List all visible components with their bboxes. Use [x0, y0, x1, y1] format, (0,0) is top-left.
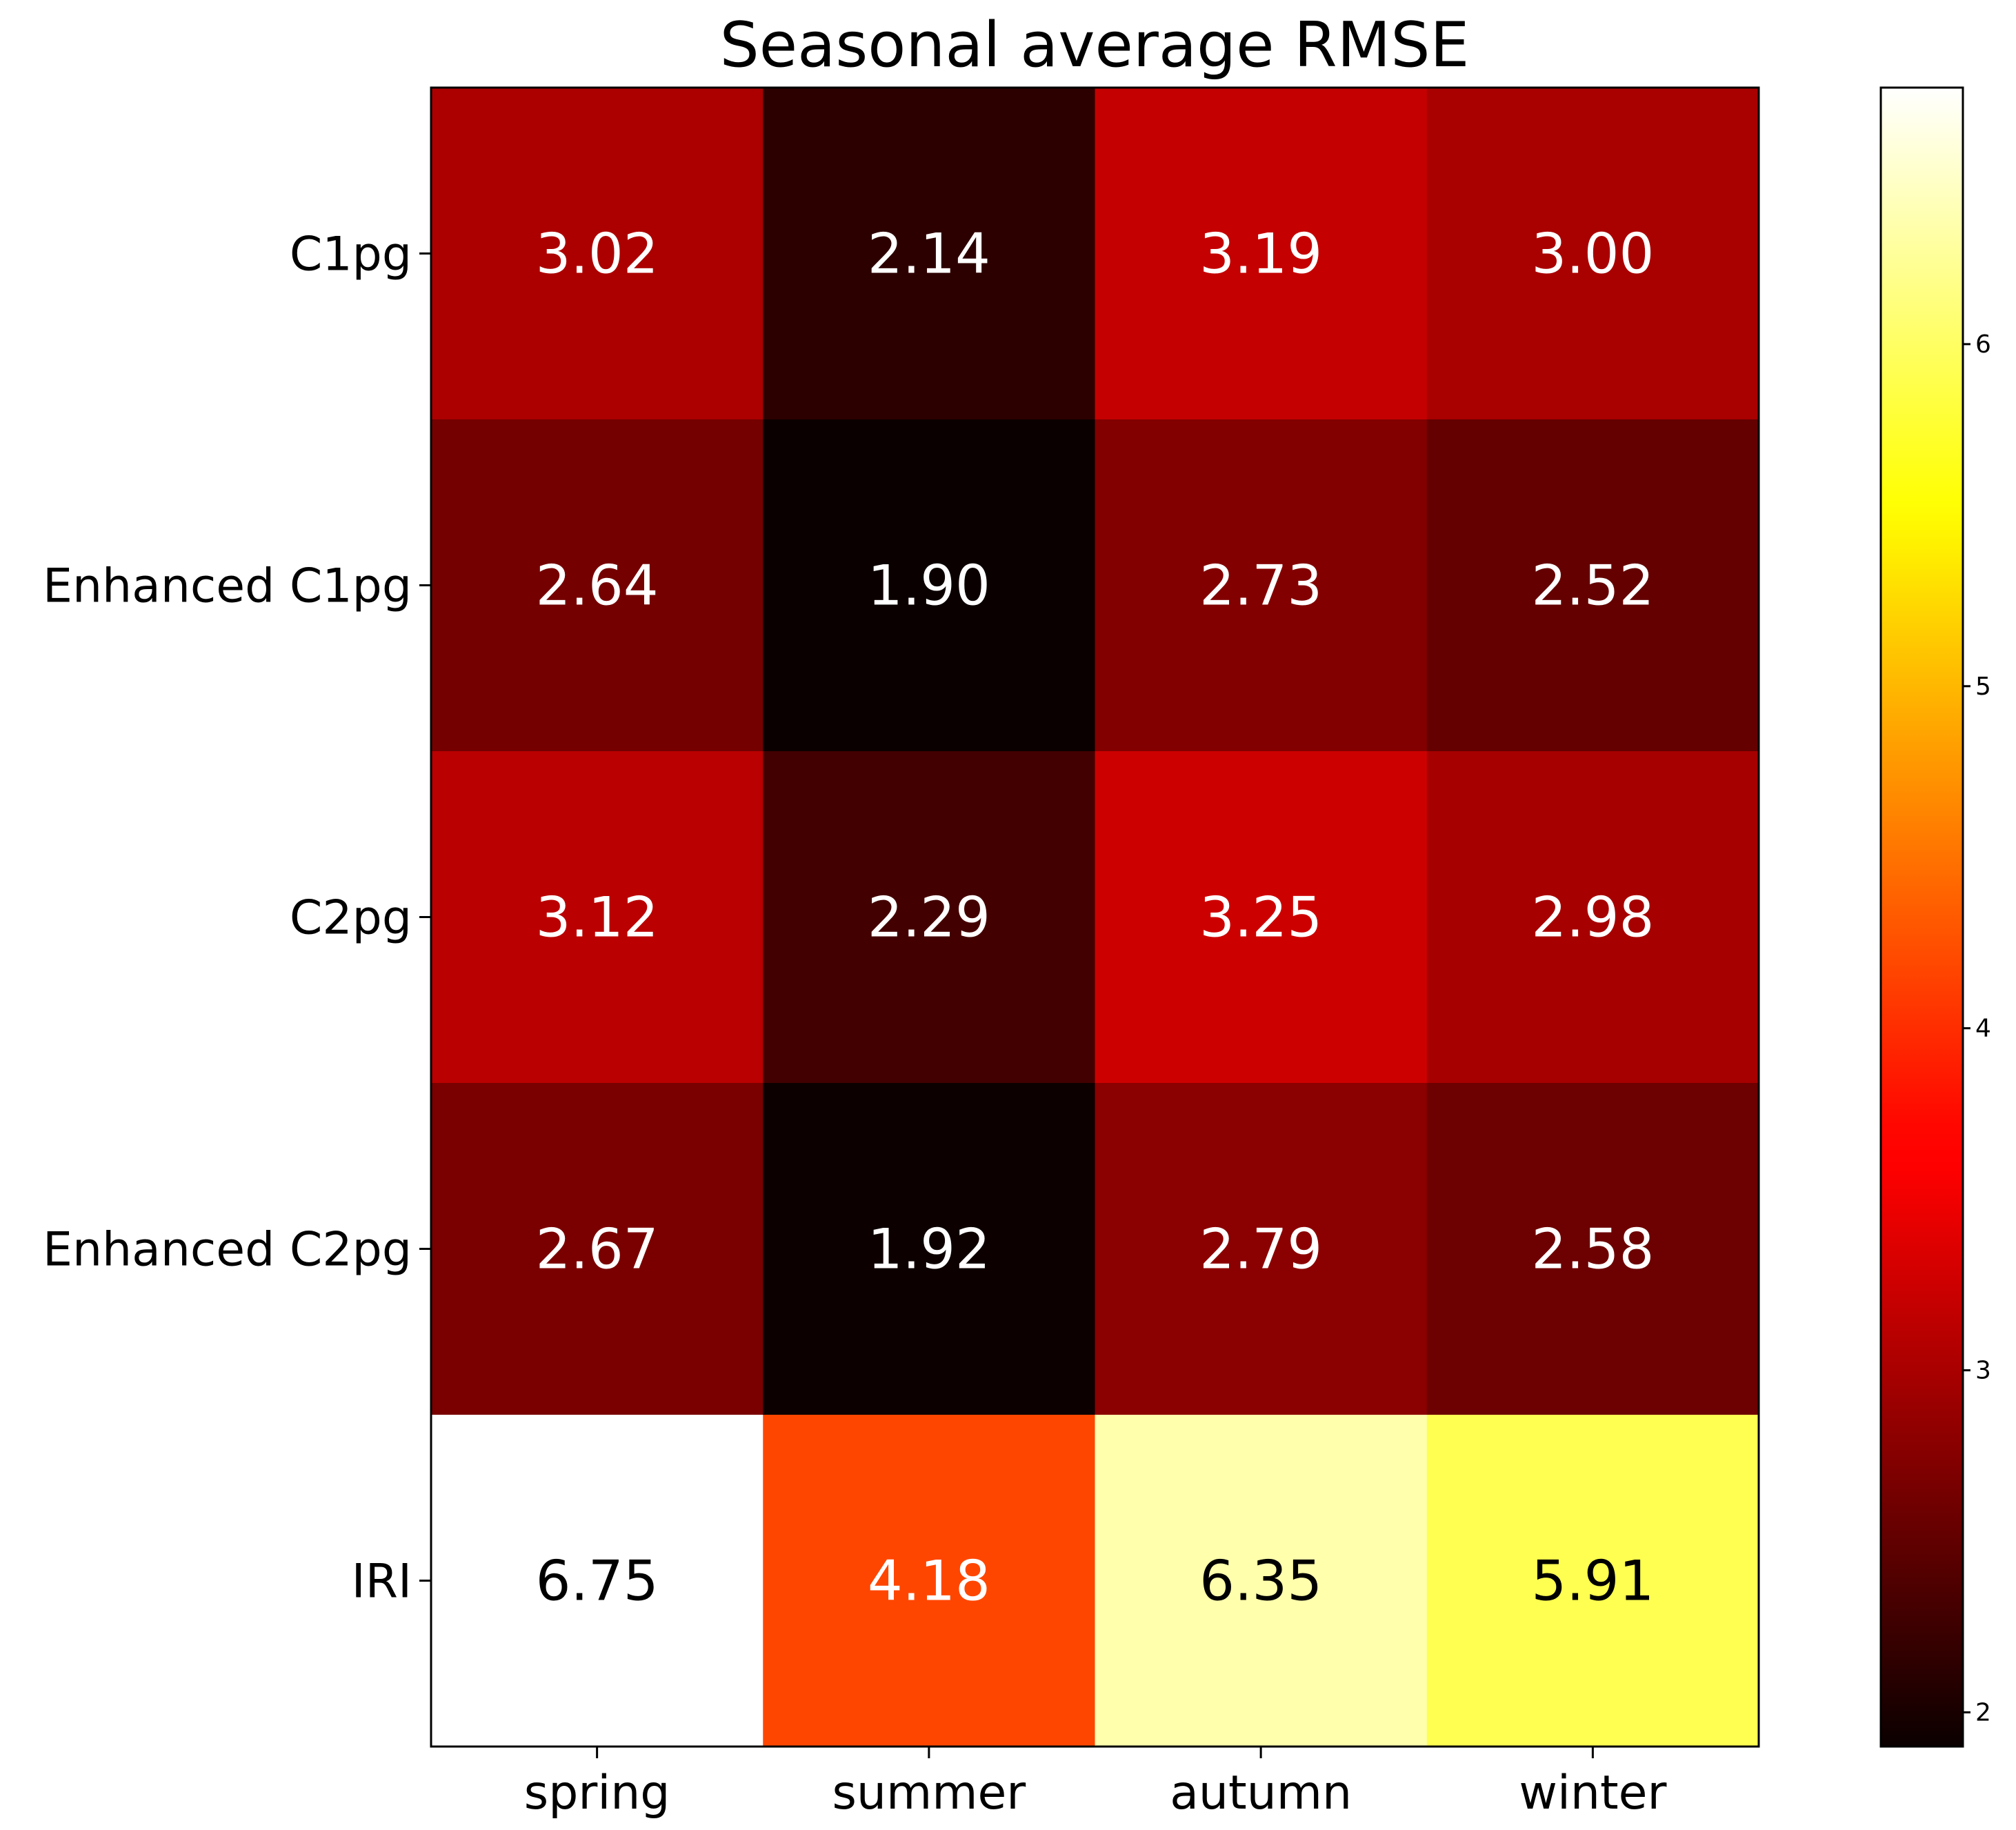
cell-label: 1.90: [868, 554, 990, 618]
cell-label: 3.25: [1199, 886, 1322, 950]
cell-c1pg-autumn: [1095, 88, 1428, 420]
cell-enhanced-c1pg-autumn: [1095, 419, 1428, 752]
cell-iri-spring: [431, 1415, 764, 1747]
cell-label: 1.92: [868, 1217, 990, 1282]
cell-label: 6.35: [1199, 1549, 1322, 1613]
cell-enhanced-c2pg-autumn: [1095, 1083, 1428, 1415]
x-tick-label: winter: [1519, 1766, 1666, 1820]
cell-enhanced-c2pg-winter: [1426, 1083, 1759, 1415]
cell-c1pg-spring: [431, 88, 764, 420]
cell-c1pg-winter: [1426, 88, 1759, 420]
chart-title: Seasonal average RMSE: [720, 9, 1470, 81]
x-tick-label: autumn: [1170, 1766, 1352, 1820]
colorbar-tick-label: 6: [1975, 330, 1991, 359]
cell-c2pg-spring: [431, 751, 764, 1084]
colorbar-tick-label: 2: [1975, 1698, 1991, 1727]
cell-label: 3.12: [536, 886, 659, 950]
cell-enhanced-c1pg-winter: [1426, 419, 1759, 752]
colorbar: [1879, 86, 1964, 1748]
y-tick-label: C2pg: [290, 891, 412, 946]
y-axis: C1pg Enhanced C1pg C2pg Enhanced C2pg IRI: [43, 228, 431, 1609]
cell-c2pg-winter: [1426, 751, 1759, 1084]
x-axis: spring summer autumn winter: [524, 1747, 1666, 1820]
cell-label: 2.98: [1531, 886, 1654, 950]
y-tick-label: Enhanced C1pg: [43, 559, 412, 614]
cell-c2pg-summer: [763, 751, 1095, 1084]
cell-label: 2.14: [868, 222, 990, 286]
cell-labels: 3.02 2.14 3.19 3.00 2.64 1.90 2.73 2.52 3.12 2.29…: [536, 222, 1655, 1613]
cell-label: 2.67: [536, 1217, 659, 1282]
y-tick-label: IRI: [352, 1555, 412, 1609]
cell-label: 3.02: [536, 222, 659, 286]
cell-label: 2.58: [1531, 1217, 1654, 1282]
cell-enhanced-c2pg-summer: [763, 1083, 1095, 1415]
cell-label: 2.73: [1199, 554, 1322, 618]
y-tick-label: C1pg: [290, 228, 412, 282]
y-tick-label: Enhanced C2pg: [43, 1223, 412, 1277]
cell-label: 4.18: [868, 1549, 990, 1613]
colorbar-tick-label: 4: [1975, 1015, 1991, 1043]
cell-label: 3.19: [1199, 222, 1322, 286]
x-tick-label: spring: [524, 1766, 670, 1820]
cell-label: 2.64: [536, 554, 659, 618]
colorbar-tick-label: 3: [1975, 1357, 1991, 1385]
cell-iri-winter: [1426, 1415, 1759, 1747]
cell-enhanced-c1pg-spring: [431, 419, 764, 752]
heatmap-cells: [431, 88, 1759, 1747]
cell-iri-summer: [763, 1415, 1095, 1747]
cell-c1pg-summer: [763, 88, 1095, 420]
cell-enhanced-c2pg-spring: [431, 1083, 764, 1415]
cell-label: 2.52: [1531, 554, 1654, 618]
cell-label: 6.75: [536, 1549, 659, 1613]
cell-label: 2.29: [868, 886, 990, 950]
cell-iri-autumn: [1095, 1415, 1428, 1747]
cell-c2pg-autumn: [1095, 751, 1428, 1084]
x-tick-label: summer: [832, 1766, 1026, 1820]
cell-label: 3.00: [1531, 222, 1654, 286]
colorbar-tick-label: 5: [1975, 673, 1991, 701]
colorbar-ticks: 2 3 4 5 6: [1963, 330, 1991, 1727]
cell-enhanced-c1pg-summer: [763, 419, 1095, 752]
cell-label: 2.79: [1199, 1217, 1322, 1282]
cell-label: 5.91: [1531, 1549, 1654, 1613]
